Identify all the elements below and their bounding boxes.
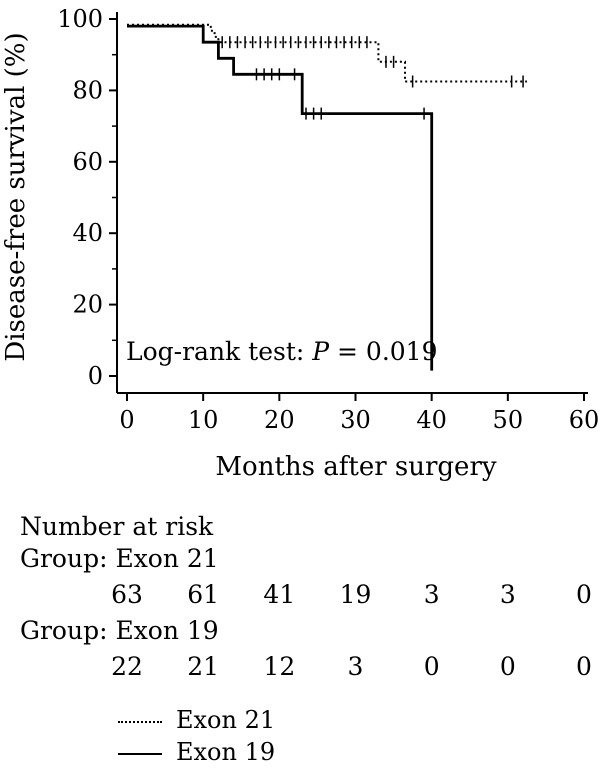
risk-count: 0 — [499, 652, 516, 681]
risk-count: 3 — [423, 580, 440, 609]
y-tick-label: 60 — [72, 148, 103, 176]
legend: Exon 21 Exon 19 — [118, 706, 275, 766]
risk-count: 61 — [187, 580, 220, 609]
x-tick-label: 60 — [569, 406, 600, 434]
km-chart: 0 20 40 60 80 100 0 10 20 30 40 50 60 Months after s… — [1, 5, 599, 482]
logrank-prefix: Log-rank test: — [126, 337, 312, 366]
legend-item-exon19: Exon 19 — [118, 738, 275, 766]
risk-count: 19 — [339, 580, 372, 609]
logrank-value: = 0.019 — [329, 337, 437, 366]
risk-count: 0 — [576, 652, 592, 681]
series-group — [127, 23, 527, 371]
risk-count: 41 — [263, 580, 296, 609]
y-axis-label: Disease-free survival (%) — [1, 32, 31, 361]
risk-count: 12 — [263, 652, 296, 681]
legend-item-exon21: Exon 21 — [118, 706, 275, 734]
logrank-p: P — [311, 337, 330, 366]
x-tick-label: 20 — [264, 406, 295, 434]
x-tick-label: 30 — [340, 406, 371, 434]
y-tick-label: 0 — [88, 362, 103, 390]
risk-count: 0 — [423, 652, 440, 681]
series-line-exon19 — [127, 24, 434, 371]
logrank-annotation: Log-rank test: P = 0.019 — [126, 337, 438, 366]
risk-count: 22 — [111, 652, 143, 681]
x-tick-label: 50 — [493, 406, 524, 434]
risk-count: 3 — [347, 652, 364, 681]
y-tick-label: 20 — [72, 291, 103, 319]
series-line-exon21 — [127, 23, 527, 83]
x-axis-label: Months after surgery — [215, 452, 496, 482]
legend-swatch-dotted — [118, 720, 162, 723]
axes: 0 20 40 60 80 100 0 10 20 30 40 50 60 — [57, 5, 599, 434]
risk-count: 21 — [187, 652, 220, 681]
x-tick-label: 40 — [416, 406, 447, 434]
risk-table-title: Number at risk — [20, 512, 214, 541]
legend-label-exon21: Exon 21 — [176, 706, 276, 734]
risk-count: 0 — [576, 580, 592, 609]
risk-count: 63 — [111, 580, 143, 609]
x-tick-label: 10 — [188, 406, 219, 434]
x-tick-label: 0 — [119, 406, 134, 434]
y-tick-label: 100 — [57, 5, 103, 33]
legend-label-exon19: Exon 19 — [176, 738, 276, 766]
risk-count: 3 — [499, 580, 516, 609]
risk-group-label-exon19: Group: Exon 19 — [20, 616, 219, 645]
legend-swatch-solid — [118, 752, 162, 755]
y-tick-label: 40 — [72, 219, 103, 247]
y-tick-label: 80 — [72, 76, 103, 104]
risk-group-label-exon21: Group: Exon 21 — [20, 544, 219, 573]
